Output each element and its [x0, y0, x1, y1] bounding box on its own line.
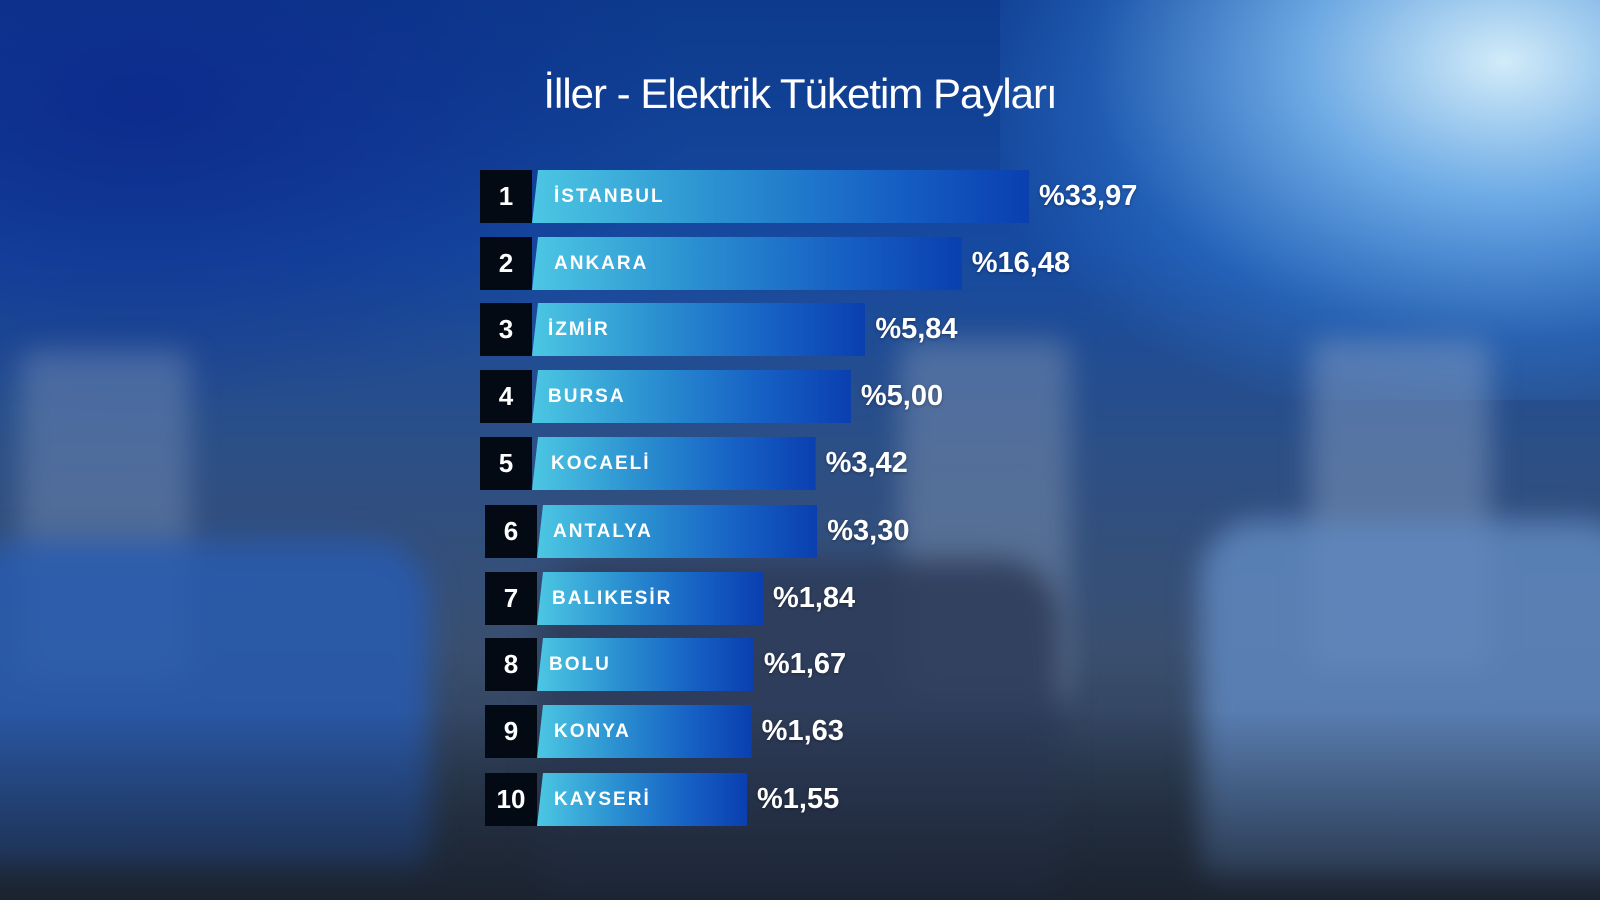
category-label: KONYA	[554, 720, 631, 742]
value-label: %16,48	[971, 247, 1071, 279]
chart-title: İller - Elektrik Tüketim Payları	[543, 70, 1057, 117]
bar	[532, 370, 851, 423]
value-label: %3,30	[827, 515, 910, 547]
value-label: %1,55	[757, 783, 840, 815]
category-label: KOCAELİ	[551, 452, 651, 474]
value-label: %1,67	[763, 648, 847, 680]
value-label: %33,97	[1039, 180, 1138, 212]
category-label: BOLU	[549, 653, 611, 675]
bar	[537, 572, 763, 625]
value-label: %1,63	[761, 715, 844, 747]
category-label: KAYSERİ	[554, 788, 651, 810]
bar	[532, 437, 816, 490]
rank-number: 3	[480, 303, 532, 356]
rank-number: 1	[480, 170, 532, 223]
road	[0, 710, 1600, 900]
bar	[537, 638, 754, 691]
category-label: İZMİR	[548, 318, 610, 340]
bar	[532, 170, 1029, 223]
bar	[537, 705, 752, 758]
bar	[537, 773, 747, 826]
rank-number: 4	[480, 370, 532, 423]
rank-number: 8	[485, 638, 537, 691]
rank-number: 6	[485, 505, 537, 558]
category-label: BURSA	[548, 385, 626, 407]
rank-number: 10	[485, 773, 537, 826]
value-label: %5,00	[860, 380, 944, 412]
category-label: ANKARA	[554, 252, 649, 274]
category-label: BALIKESİR	[552, 587, 673, 609]
bar	[537, 505, 818, 558]
category-label: İSTANBUL	[554, 185, 665, 207]
rank-number: 2	[480, 237, 532, 290]
value-label: %5,84	[875, 313, 958, 345]
bar	[532, 303, 866, 356]
rank-number: 7	[485, 572, 537, 625]
category-label: ANTALYA	[553, 520, 653, 542]
value-label: %1,84	[772, 582, 856, 614]
light-glow	[1000, 0, 1600, 400]
rank-number: 5	[480, 437, 532, 490]
bar	[532, 237, 962, 290]
value-label: %3,42	[825, 447, 908, 479]
rank-number: 9	[485, 705, 537, 758]
